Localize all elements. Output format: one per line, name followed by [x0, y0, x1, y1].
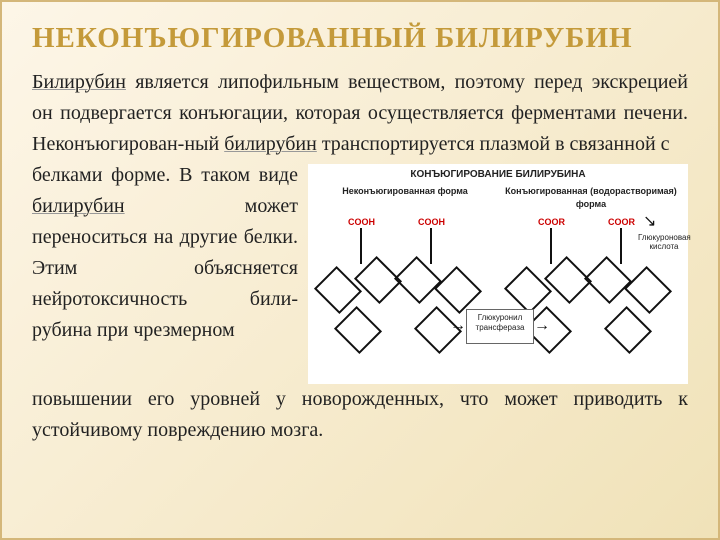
diagram-left-subtitle: Неконъюгированная форма: [316, 185, 495, 213]
pyrrole-ring: [394, 256, 442, 304]
diagram-right-subtitle: Конъюгированная (водорастворимая) форма: [502, 185, 681, 213]
molecule-structure: [320, 264, 480, 354]
bond-line: [430, 228, 432, 264]
text-bilirubin-3: билирубин: [32, 195, 125, 217]
text-wrap-a: белками форме. В таком виде: [32, 164, 298, 186]
bond-line: [620, 228, 622, 264]
molecule-structure: [510, 264, 670, 354]
pyrrole-ring: [624, 266, 672, 314]
conjugated-molecule: COOR COOR ↘ Глюкуроновая кислота: [498, 214, 688, 384]
page-title: НЕКОНЪЮГИРОВАННЫЙ БИЛИРУБИН: [32, 22, 688, 55]
pyrrole-ring: [434, 266, 482, 314]
diagram-title: КОНЪЮГИРОВАНИЕ БИЛИРУБИНА: [308, 164, 688, 183]
text-bilirubin-1: Билирубин: [32, 71, 126, 93]
text-p1d: транспортируется плазмой в связанной с: [317, 133, 670, 155]
bond-line: [360, 228, 362, 264]
bilirubin-conjugation-diagram: КОНЪЮГИРОВАНИЕ БИЛИРУБИНА Неконъюгирован…: [308, 164, 688, 384]
unconjugated-molecule: COOH COOH: [308, 214, 498, 384]
arrow-icon: →: [450, 314, 466, 339]
text-bilirubin-2: билирубин: [224, 133, 317, 155]
text-p3: повышении его уровней у новорожденных, ч…: [32, 384, 688, 446]
pyrrole-ring: [334, 306, 382, 354]
pyrrole-ring: [584, 256, 632, 304]
pyrrole-ring: [604, 306, 652, 354]
arrow-icon: →: [534, 314, 550, 339]
glucuronic-acid-label: Глюкуроновая кислота: [638, 234, 690, 252]
arrow-icon: ↘: [643, 210, 656, 235]
enzyme-label-box: Глюкуронил трансфераза: [466, 309, 534, 344]
bond-line: [550, 228, 552, 264]
body-paragraph: Билирубин является липофильным веществом…: [32, 67, 688, 446]
